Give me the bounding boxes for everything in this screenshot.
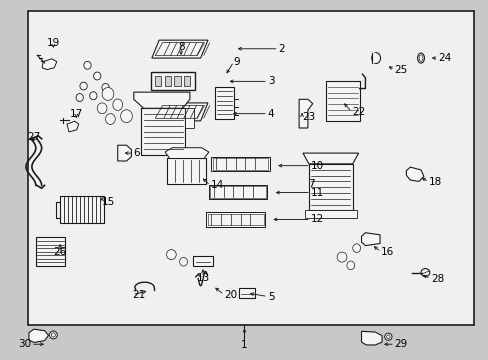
Polygon shape xyxy=(303,153,358,164)
Bar xyxy=(207,214,263,225)
Ellipse shape xyxy=(166,249,176,260)
Polygon shape xyxy=(118,145,131,161)
Bar xyxy=(193,256,212,266)
Ellipse shape xyxy=(102,87,114,100)
Ellipse shape xyxy=(97,103,107,114)
Bar xyxy=(308,164,352,211)
Text: 24: 24 xyxy=(438,53,451,63)
Text: 3: 3 xyxy=(267,76,274,86)
Bar xyxy=(210,186,265,198)
Polygon shape xyxy=(406,167,423,181)
Bar xyxy=(151,72,194,90)
Text: 13: 13 xyxy=(196,273,209,283)
Bar xyxy=(27,12,473,325)
Text: 29: 29 xyxy=(394,339,407,349)
Polygon shape xyxy=(134,92,189,108)
Bar xyxy=(211,157,269,171)
Ellipse shape xyxy=(352,244,360,252)
Bar xyxy=(184,108,193,128)
Bar xyxy=(326,81,359,121)
Text: 16: 16 xyxy=(380,247,393,257)
Bar xyxy=(164,76,170,86)
Bar xyxy=(141,108,184,155)
Ellipse shape xyxy=(49,331,57,339)
Ellipse shape xyxy=(417,53,424,63)
Text: 14: 14 xyxy=(210,180,223,190)
Ellipse shape xyxy=(384,333,391,340)
Ellipse shape xyxy=(336,252,346,262)
Text: 8: 8 xyxy=(178,42,184,52)
Text: 22: 22 xyxy=(351,107,364,117)
Ellipse shape xyxy=(89,92,97,100)
Text: 19: 19 xyxy=(47,38,60,48)
Text: 10: 10 xyxy=(310,161,323,171)
Text: 7: 7 xyxy=(307,179,314,189)
Bar xyxy=(305,210,356,218)
Ellipse shape xyxy=(80,82,87,90)
Polygon shape xyxy=(361,233,379,246)
Bar xyxy=(206,212,264,226)
Text: 26: 26 xyxy=(54,247,67,257)
Polygon shape xyxy=(152,40,207,58)
Polygon shape xyxy=(164,148,208,158)
Bar xyxy=(174,76,180,86)
Polygon shape xyxy=(361,331,381,345)
Ellipse shape xyxy=(93,72,101,80)
Text: 18: 18 xyxy=(428,177,441,187)
Text: 4: 4 xyxy=(267,109,274,119)
Bar xyxy=(212,158,268,170)
Bar xyxy=(36,237,65,266)
Bar xyxy=(371,53,375,63)
Text: 30: 30 xyxy=(18,339,31,349)
Text: 12: 12 xyxy=(310,215,324,224)
Bar xyxy=(238,288,255,298)
Ellipse shape xyxy=(105,114,115,125)
Bar xyxy=(60,196,104,223)
Bar xyxy=(155,76,161,86)
Ellipse shape xyxy=(113,99,122,111)
Text: 25: 25 xyxy=(394,64,407,75)
Text: 20: 20 xyxy=(224,290,237,300)
Text: 2: 2 xyxy=(278,44,285,54)
Bar xyxy=(208,185,267,199)
Ellipse shape xyxy=(121,110,132,123)
Text: 15: 15 xyxy=(102,197,115,207)
Ellipse shape xyxy=(346,261,354,270)
Polygon shape xyxy=(152,103,207,121)
Ellipse shape xyxy=(83,61,91,69)
Text: 23: 23 xyxy=(302,112,315,122)
Ellipse shape xyxy=(371,53,380,63)
Polygon shape xyxy=(29,329,48,342)
Text: 28: 28 xyxy=(430,274,443,284)
Text: 5: 5 xyxy=(267,292,274,302)
Polygon shape xyxy=(299,99,312,128)
Text: 21: 21 xyxy=(132,290,145,300)
Text: 1: 1 xyxy=(241,340,247,350)
Text: 27: 27 xyxy=(27,132,41,142)
Polygon shape xyxy=(42,59,57,69)
Ellipse shape xyxy=(179,257,187,266)
Polygon shape xyxy=(67,121,79,132)
Bar xyxy=(167,158,206,184)
Ellipse shape xyxy=(420,269,429,276)
Bar xyxy=(215,87,233,119)
Ellipse shape xyxy=(102,84,109,91)
Text: 11: 11 xyxy=(310,188,324,198)
Text: 17: 17 xyxy=(69,109,83,119)
Bar xyxy=(183,76,190,86)
Text: 6: 6 xyxy=(133,148,140,158)
Ellipse shape xyxy=(76,94,83,102)
Text: 9: 9 xyxy=(233,57,240,67)
